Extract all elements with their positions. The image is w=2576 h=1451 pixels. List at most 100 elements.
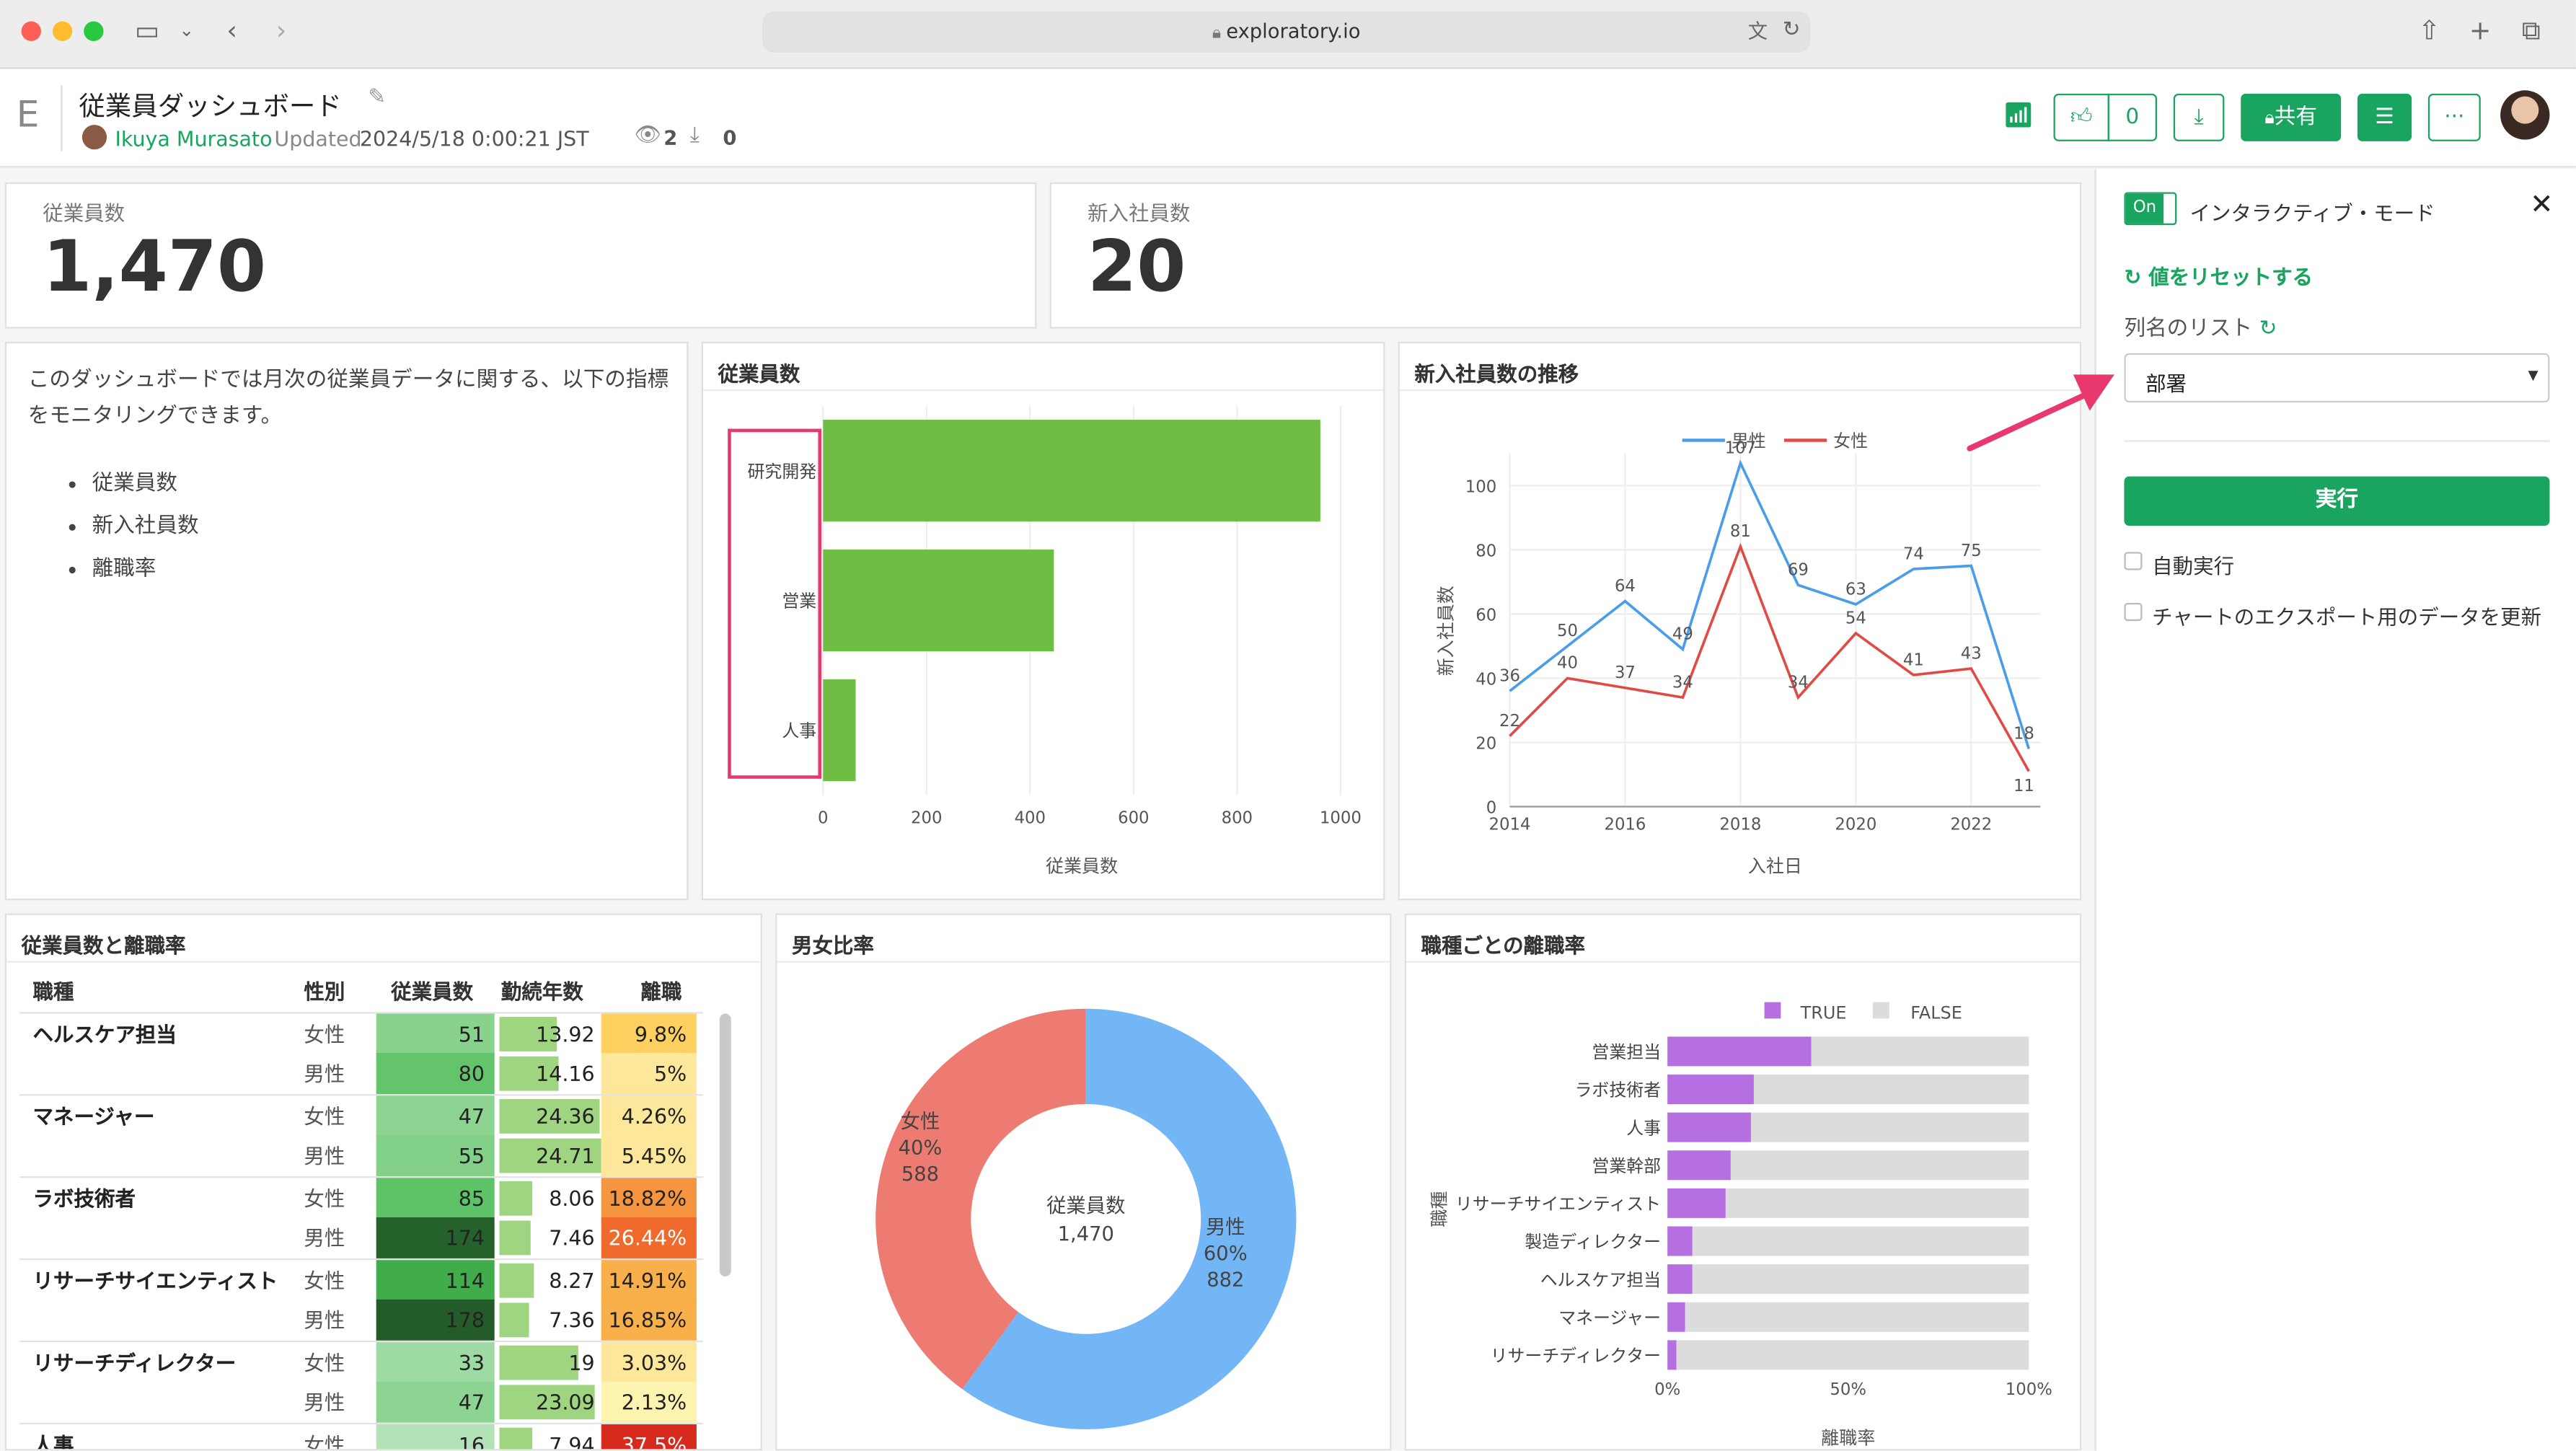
- interactive-toggle[interactable]: On: [2124, 192, 2177, 226]
- settings-button[interactable]: ☰: [2357, 93, 2412, 141]
- attrition-by-role-card: 職種ごとの離職率 TRUE FALSE 営業担当 ラボ技術者 人事 営業幹部 リサーチサイエ…: [1404, 913, 2082, 1451]
- years-bar: [499, 1345, 578, 1380]
- list-item: 従業員数: [92, 463, 199, 506]
- chevron-down-icon[interactable]: ⌄: [179, 19, 195, 41]
- sex-cell: 女性: [304, 1103, 345, 1129]
- mode-label: インタラクティブ・モード: [2189, 200, 2435, 226]
- kpi-new-hires-card: 新入社員数 20: [1049, 182, 2082, 329]
- count-cell: 33: [376, 1342, 495, 1384]
- years-cell: 19: [499, 1342, 601, 1383]
- lock-icon: 🔒︎: [1212, 25, 1227, 43]
- app-logo[interactable]: E: [16, 95, 40, 137]
- table-row: 男性 178 7.36 16.85%: [19, 1299, 703, 1341]
- years-bar: [499, 1302, 530, 1338]
- interactive-sidebar: On インタラクティブ・モード ✕ ↻ 値をリセットする 列名のリスト ↻ 部署…: [2094, 169, 2576, 1451]
- back-icon[interactable]: ‹: [226, 14, 237, 46]
- share-icon[interactable]: ⇧: [2418, 14, 2440, 46]
- data-label: 107: [1725, 438, 1756, 457]
- category-label: 営業: [782, 591, 816, 612]
- column-header: 勤続年数: [500, 979, 583, 1004]
- tabs-overview-icon[interactable]: ⧉: [2521, 14, 2541, 46]
- author-link[interactable]: Ikuya Murasato: [115, 126, 273, 151]
- kpi-employees-card: 従業員数 1,470: [4, 182, 1037, 329]
- translate-icon[interactable]: 文: [1747, 19, 1768, 43]
- category-label: 人事: [1626, 1118, 1661, 1138]
- download-icon: ⤓: [2194, 105, 2204, 130]
- export-update-checkbox[interactable]: [2124, 603, 2143, 622]
- bar-false: [1750, 1112, 2029, 1142]
- slice-label: 男性: [1206, 1216, 1245, 1238]
- tick-label: 60: [1476, 606, 1496, 625]
- divider: [2124, 440, 2550, 442]
- data-label: 18: [2013, 725, 2034, 744]
- download-count-icon: ⤓: [689, 123, 700, 149]
- category-label: 研究開発: [748, 462, 817, 482]
- years-value: 23.09: [536, 1390, 595, 1415]
- slice-label: 女性: [901, 1111, 940, 1133]
- tick-label: 400: [1015, 808, 1046, 827]
- rate-cell: 26.44%: [601, 1217, 697, 1258]
- column-select[interactable]: 部署 ▼: [2124, 353, 2550, 403]
- y-axis-label: 職種: [1429, 1191, 1450, 1227]
- bar-true: [1667, 1264, 1693, 1295]
- tick-label: 2014: [1489, 815, 1531, 834]
- refresh-icon[interactable]: ↻: [2259, 317, 2277, 342]
- y-axis-label: 新入社員数: [1436, 586, 1457, 676]
- attrition-stacked-chart: TRUE FALSE 営業担当ラボ技術者人事営業幹部リサーチサイエンティスト製造ディ…: [1429, 1002, 2052, 1448]
- years-value: 24.36: [536, 1103, 595, 1129]
- sex-cell: 女性: [304, 1350, 345, 1375]
- years-bar: [499, 1017, 557, 1051]
- reload-icon[interactable]: ↻: [1782, 18, 1801, 43]
- run-button[interactable]: 実行: [2124, 476, 2550, 526]
- sliders-icon: ☰: [2375, 105, 2394, 130]
- bar-true: [1667, 1302, 1685, 1332]
- years-value: 8.06: [549, 1186, 595, 1211]
- data-label: 81: [1730, 522, 1751, 541]
- job-cell: リサーチサイエンティスト: [32, 1268, 278, 1293]
- years-bar: [499, 1098, 600, 1134]
- slice-label: 882: [1207, 1269, 1244, 1291]
- more-button[interactable]: ···: [2427, 93, 2481, 141]
- rate-cell: 2.13%: [601, 1381, 697, 1423]
- new-tab-icon[interactable]: +: [2469, 14, 2492, 46]
- data-label: 49: [1672, 625, 1693, 644]
- scrollbar[interactable]: [719, 1013, 731, 1277]
- zoom-window-button[interactable]: [84, 21, 104, 41]
- reset-link[interactable]: ↻ 値をリセットする: [2124, 260, 2313, 291]
- tick-label: 0: [818, 808, 828, 827]
- tick-label: 2018: [1719, 815, 1761, 834]
- bar-false: [1685, 1302, 2029, 1332]
- download-button[interactable]: ⤓: [2173, 93, 2225, 141]
- years-bar: [499, 1181, 533, 1216]
- bar-false: [1730, 1150, 2029, 1181]
- years-cell: 24.71: [499, 1135, 601, 1176]
- forward-icon[interactable]: ›: [275, 14, 287, 46]
- sex-cell: 男性: [304, 1307, 345, 1333]
- legend-swatch: [1872, 1002, 1889, 1019]
- data-label: 34: [1788, 673, 1809, 692]
- sidebar-icon[interactable]: ▭: [134, 14, 160, 46]
- data-label: 64: [1615, 577, 1636, 596]
- data-label: 54: [1845, 609, 1866, 627]
- like-button[interactable]: 👍︎: [2053, 93, 2109, 141]
- count-cell: 51: [376, 1013, 495, 1055]
- kpi-label: 新入社員数: [1088, 200, 1191, 226]
- eye-icon: 👁︎: [634, 123, 661, 149]
- close-window-button[interactable]: [21, 21, 41, 41]
- address-bar[interactable]: 🔒︎ exploratory.io: [762, 11, 1811, 53]
- intro-card: このダッシュボードでは月次の従業員データに関する、以下の指標をモニタリングできま…: [4, 341, 689, 901]
- legend-swatch: [1764, 1002, 1781, 1019]
- share-button[interactable]: 🔒︎共有: [2241, 93, 2342, 141]
- years-value: 7.46: [549, 1225, 595, 1251]
- close-icon[interactable]: ✕: [2530, 188, 2554, 222]
- table-row: リサーチサイエンティスト 女性 114 8.27 14.91%: [19, 1258, 703, 1302]
- edit-icon[interactable]: ✎: [368, 85, 387, 110]
- bar-true: [1667, 1188, 1726, 1218]
- user-avatar[interactable]: [2500, 90, 2550, 140]
- data-label: 75: [1961, 542, 1982, 560]
- minimize-window-button[interactable]: [52, 21, 73, 41]
- years-cell: 13.92: [499, 1014, 601, 1055]
- gender-ratio-card: 男女比率 男性 60% 882 女性 40% 588 従業員数 1,470: [775, 913, 1392, 1451]
- auto-run-checkbox[interactable]: [2124, 552, 2143, 570]
- job-cell: [33, 1300, 296, 1341]
